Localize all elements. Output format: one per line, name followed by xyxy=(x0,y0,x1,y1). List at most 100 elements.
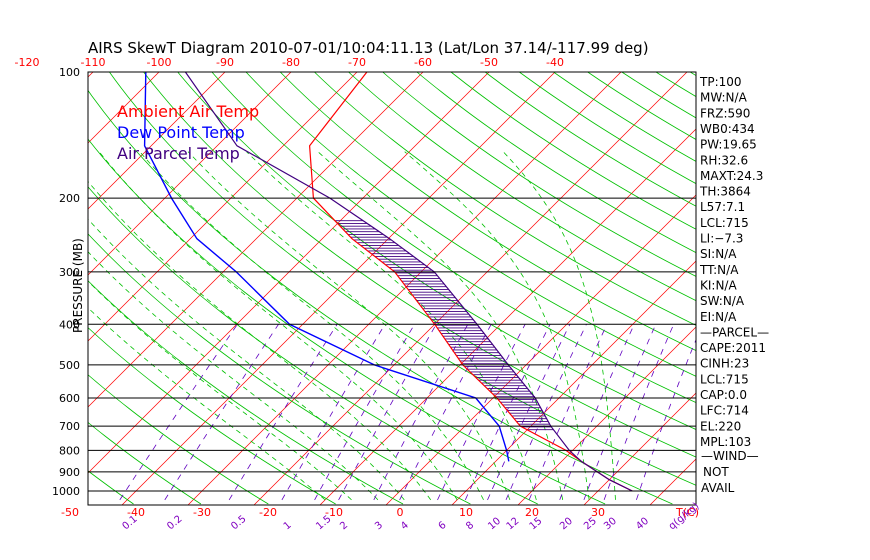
isotherm-line xyxy=(88,72,292,276)
ambient-temp-line xyxy=(308,72,633,492)
mixing-ratio-line xyxy=(281,324,386,501)
top-temp-tick: -80 xyxy=(282,56,300,69)
dry-adiabat-line xyxy=(382,72,696,277)
dry-adiabat-line xyxy=(348,72,696,302)
mixing-ratio-line xyxy=(164,324,279,501)
moist-adiabat-line xyxy=(88,180,432,501)
index-entry: —PARCEL— xyxy=(700,325,769,339)
index-entry: LFC:714 xyxy=(700,404,749,418)
dry-adiabat-line xyxy=(109,72,696,486)
mixing-ratio-tick: 40 xyxy=(634,516,651,533)
top-temp-tick: -100 xyxy=(147,56,172,69)
dry-adiabat-line xyxy=(279,72,696,351)
plot-frame xyxy=(87,71,697,506)
dry-adiabat-line xyxy=(88,374,269,505)
mixing-ratio-line xyxy=(505,324,587,501)
cape-hatch xyxy=(334,220,554,431)
moist-adiabat-line xyxy=(502,151,616,500)
index-entry: SI:N/A xyxy=(700,247,737,261)
index-entry: MW:N/A xyxy=(700,91,748,105)
index-entry: TT:N/A xyxy=(699,263,739,277)
index-entry: CAPE:2011 xyxy=(700,341,766,355)
index-entry: WB0:434 xyxy=(700,122,755,136)
pressure-tick-label: 900 xyxy=(59,466,80,479)
isotherm-line xyxy=(0,72,27,505)
dry-adiabat-line xyxy=(177,72,696,430)
pressure-tick-label: 500 xyxy=(59,359,80,372)
top-temp-tick: -50 xyxy=(480,56,498,69)
isotherm-line xyxy=(88,72,490,474)
top-temp-tick: -90 xyxy=(216,56,234,69)
index-entry: LCL:715 xyxy=(700,372,749,386)
dry-adiabat-line xyxy=(88,421,202,505)
index-entry: CAP:0.0 xyxy=(700,388,747,402)
wind-avail: AVAIL xyxy=(701,481,735,495)
mixing-ratio-tick: 0.2 xyxy=(165,514,184,533)
mixing-ratio-line xyxy=(373,324,469,501)
mixing-ratio-line xyxy=(228,324,338,501)
dry-adiabat-line xyxy=(416,72,696,254)
mixing-ratio-line xyxy=(528,324,608,501)
index-entry: PW:19.65 xyxy=(700,138,757,152)
bottom-temp-tick: -30 xyxy=(193,506,211,519)
pressure-tick-label: 300 xyxy=(59,266,80,279)
dry-adiabat-line xyxy=(88,233,471,505)
index-entry: EL:220 xyxy=(700,419,741,433)
dry-adiabat-line xyxy=(88,280,404,505)
dry-adiabat-line xyxy=(88,470,134,505)
moist-adiabat-line xyxy=(98,151,458,501)
mixing-ratio-line xyxy=(314,324,415,501)
pressure-tick-label: 400 xyxy=(59,318,80,331)
bottom-temp-unit: T(C) xyxy=(675,506,699,519)
mixing-ratio-tick: 2 xyxy=(338,520,350,533)
index-entry: RH:32.6 xyxy=(700,153,748,167)
dry-adiabat-line xyxy=(314,72,696,326)
isotherm-line xyxy=(88,72,424,408)
top-temp-tick: -60 xyxy=(414,56,432,69)
dry-adiabat-line xyxy=(88,327,336,505)
mixing-ratio-line xyxy=(119,324,238,501)
pressure-tick-label: 100 xyxy=(59,66,80,79)
index-entry: TP:100 xyxy=(699,75,742,89)
mixing-ratio-tick: 3 xyxy=(373,520,385,533)
legend-ambient: Ambient Air Temp xyxy=(117,102,259,121)
top-temp-tick: -70 xyxy=(348,56,366,69)
isotherm-line xyxy=(451,260,696,505)
legend: Ambient Air Temp Dew Point Temp Air Parc… xyxy=(117,102,259,163)
mixing-ratio-line xyxy=(603,324,675,501)
index-entry: LCL:715 xyxy=(700,216,749,230)
legend-parcel: Air Parcel Temp xyxy=(117,144,240,163)
dry-adiabat-line xyxy=(0,72,66,504)
index-entry: L57:7.1 xyxy=(700,200,745,214)
wind-not: NOT xyxy=(703,465,729,479)
dry-adiabat-line xyxy=(759,72,870,504)
moist-adiabat-line xyxy=(88,218,405,501)
index-entry: EI:N/A xyxy=(700,310,737,324)
dry-adiabat-line xyxy=(450,72,696,230)
y-axis-label: PRESSURE (MB) xyxy=(71,238,85,333)
mixing-ratio-tick: 20 xyxy=(558,516,575,533)
index-entry: MAXT:24.3 xyxy=(700,169,763,183)
wind-header: —WIND— xyxy=(701,449,759,463)
bottom-temp-tick: -20 xyxy=(259,506,277,519)
bottom-temp-tick: -10 xyxy=(325,506,343,519)
dry-adiabat-line xyxy=(553,72,696,162)
mixing-ratio-line xyxy=(559,324,635,501)
bottom-temp-tick: 10 xyxy=(459,506,473,519)
mixing-ratio-line xyxy=(583,324,657,501)
index-entry: TH:3864 xyxy=(699,185,751,199)
isotherm-line xyxy=(121,72,556,505)
pressure-tick-label: 700 xyxy=(59,420,80,433)
mixing-ratio-line xyxy=(437,324,526,501)
dry-adiabat-line xyxy=(88,138,606,505)
mixing-ratio-line xyxy=(487,324,571,501)
dry-adiabat-line xyxy=(88,89,673,505)
bottom-temp-tick: 30 xyxy=(591,506,605,519)
top-temp-tick: -110 xyxy=(81,56,106,69)
dry-adiabat-line xyxy=(519,72,696,185)
dry-adiabat-line xyxy=(484,72,696,207)
index-entry: FRZ:590 xyxy=(700,106,750,120)
mixing-ratio-tick: 1 xyxy=(282,520,294,533)
legend-dewpoint: Dew Point Temp xyxy=(117,123,245,142)
